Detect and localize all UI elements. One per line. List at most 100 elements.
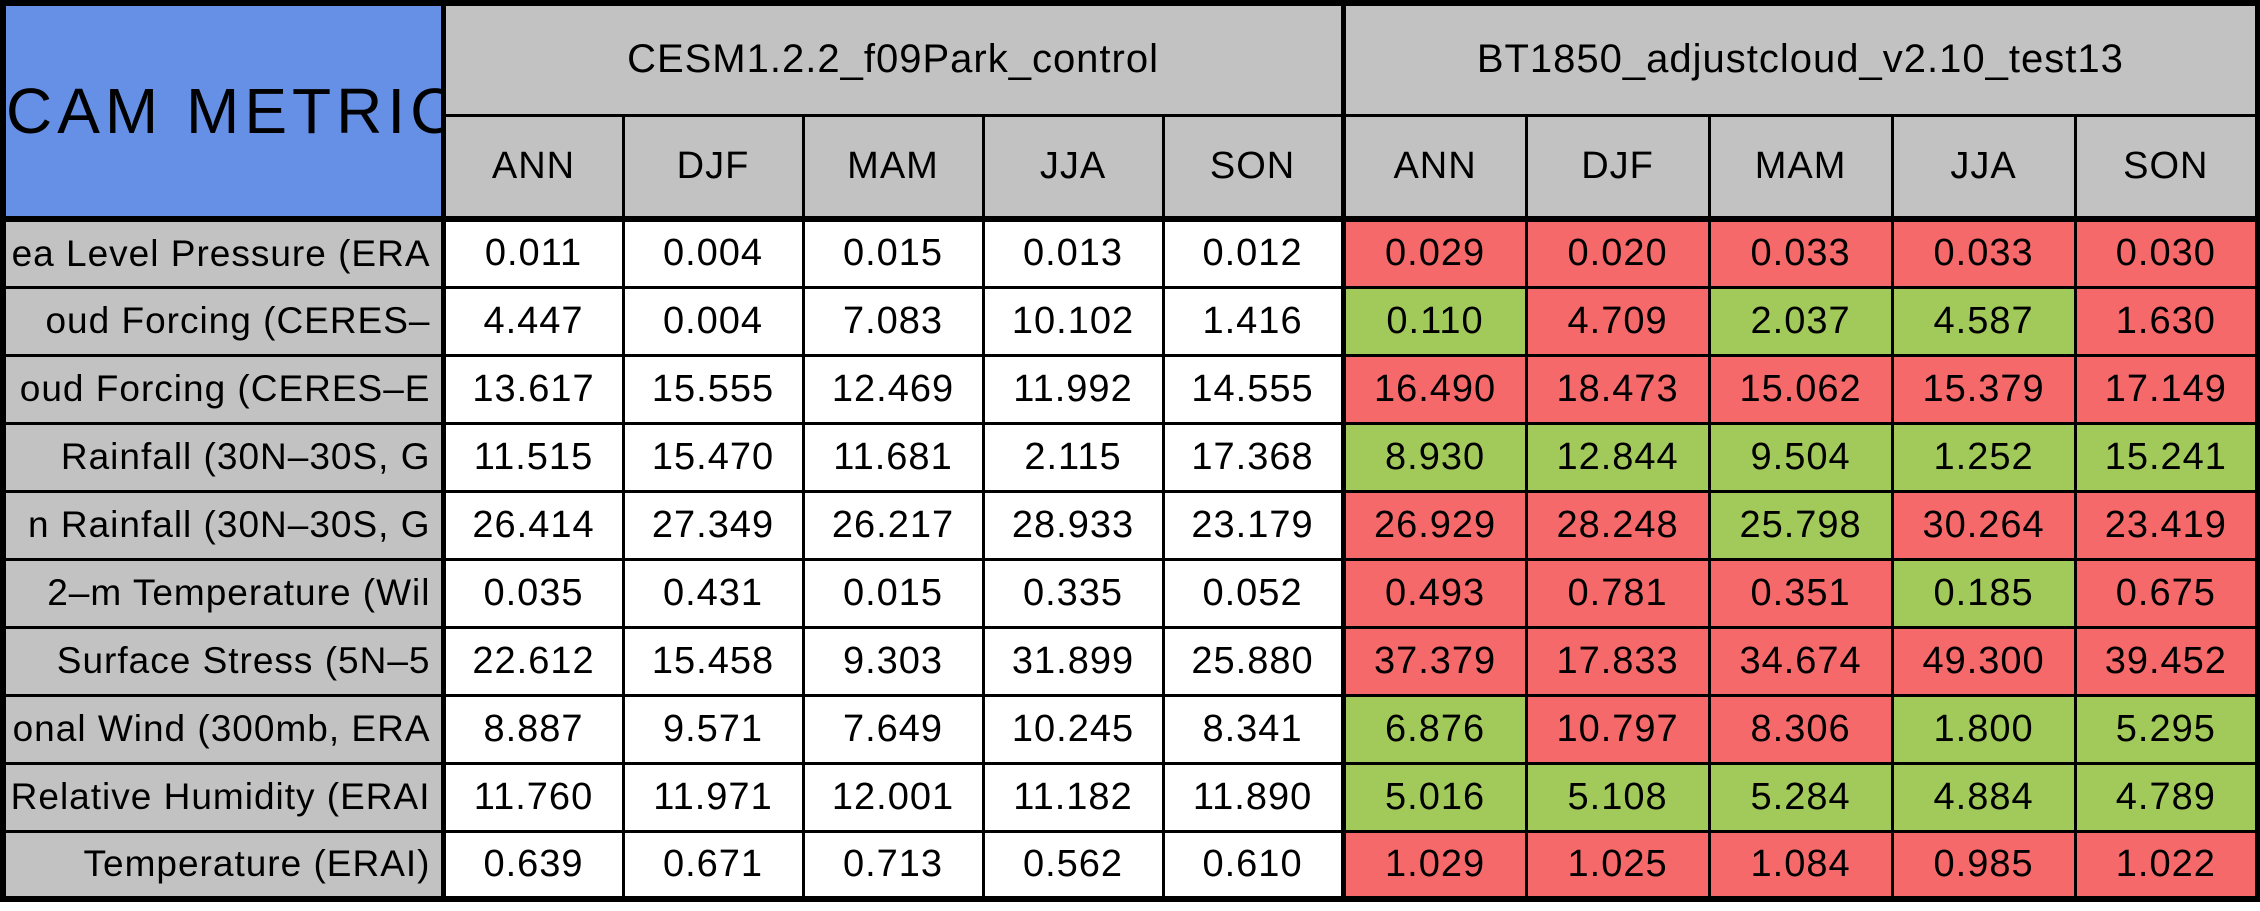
- table-row: Temperature (ERAI) 0.639 0.671 0.713 0.562 0.…: [3, 829, 2260, 901]
- control-value-cell: 10.102: [981, 285, 1165, 357]
- test-value-cell: 8.306: [1707, 693, 1894, 765]
- test-value-cell: 17.833: [1524, 625, 1711, 697]
- test-value-cell: 1.084: [1707, 829, 1894, 901]
- season-header-mam: MAM: [1707, 113, 1894, 222]
- season-header-son: SON: [2073, 113, 2260, 222]
- test-value-cell: 0.029: [1340, 217, 1528, 289]
- test-value-cell: 18.473: [1524, 353, 1711, 425]
- control-value-cell: 0.011: [440, 217, 625, 289]
- control-value-cell: 0.639: [440, 829, 625, 901]
- control-value-cell: 26.414: [440, 489, 625, 561]
- control-value-cell: 11.971: [621, 761, 805, 833]
- control-value-cell: 11.890: [1161, 761, 1345, 833]
- metric-label: Rainfall (30N–30S, G: [3, 421, 446, 493]
- metric-label: n Rainfall (30N–30S, G: [3, 489, 446, 561]
- control-value-cell: 0.015: [801, 217, 985, 289]
- metric-label: oud Forcing (CERES–E: [3, 353, 446, 425]
- season-header-djf: DJF: [1524, 113, 1711, 222]
- metric-label: onal Wind (300mb, ERA: [3, 693, 446, 765]
- test-value-cell: 0.033: [1890, 217, 2077, 289]
- control-value-cell: 0.671: [621, 829, 805, 901]
- control-value-cell: 15.458: [621, 625, 805, 697]
- control-value-cell: 0.052: [1161, 557, 1345, 629]
- control-value-cell: 26.217: [801, 489, 985, 561]
- column-group-test-label: BT1850_adjustcloud_v2.10_test13: [1340, 1, 2260, 117]
- control-value-cell: 0.012: [1161, 217, 1345, 289]
- test-value-cell: 23.419: [2073, 489, 2260, 561]
- season-header-djf: DJF: [621, 113, 805, 222]
- control-value-cell: 0.013: [981, 217, 1165, 289]
- test-value-cell: 25.798: [1707, 489, 1894, 561]
- season-header-son: SON: [1161, 113, 1345, 222]
- test-value-cell: 4.789: [2073, 761, 2260, 833]
- test-value-cell: 1.029: [1340, 829, 1528, 901]
- control-value-cell: 11.681: [801, 421, 985, 493]
- test-value-cell: 8.930: [1340, 421, 1528, 493]
- test-value-cell: 1.630: [2073, 285, 2260, 357]
- control-value-cell: 11.515: [440, 421, 625, 493]
- control-value-cell: 15.555: [621, 353, 805, 425]
- test-value-cell: 0.033: [1707, 217, 1894, 289]
- test-value-cell: 1.800: [1890, 693, 2077, 765]
- test-value-cell: 0.030: [2073, 217, 2260, 289]
- control-value-cell: 12.469: [801, 353, 985, 425]
- control-value-cell: 2.115: [981, 421, 1165, 493]
- season-header-ann: ANN: [440, 113, 625, 222]
- table-row: onal Wind (300mb, ERA 8.887 9.571 7.649 10.2…: [3, 693, 2260, 765]
- control-value-cell: 27.349: [621, 489, 805, 561]
- metric-label: Relative Humidity (ERAI: [3, 761, 446, 833]
- test-value-cell: 28.248: [1524, 489, 1711, 561]
- control-value-cell: 7.083: [801, 285, 985, 357]
- metric-label: Temperature (ERAI): [3, 829, 446, 901]
- table-title: CAM METRICS: [1, 1, 446, 222]
- metric-label: Surface Stress (5N–5: [3, 625, 446, 697]
- control-value-cell: 10.245: [981, 693, 1165, 765]
- control-value-cell: 8.341: [1161, 693, 1345, 765]
- test-value-cell: 37.379: [1340, 625, 1528, 697]
- test-value-cell: 4.884: [1890, 761, 2077, 833]
- test-value-cell: 0.110: [1340, 285, 1528, 357]
- table-row: n Rainfall (30N–30S, G 26.414 27.349 26.217…: [3, 489, 2260, 561]
- test-value-cell: 0.020: [1524, 217, 1711, 289]
- test-value-cell: 6.876: [1340, 693, 1528, 765]
- control-value-cell: 0.562: [981, 829, 1165, 901]
- test-value-cell: 2.037: [1707, 285, 1894, 357]
- test-value-cell: 0.351: [1707, 557, 1894, 629]
- season-header-row: ANN DJF MAM JJA SON ANN DJF MAM JJA SON: [3, 113, 2260, 222]
- control-value-cell: 0.335: [981, 557, 1165, 629]
- control-value-cell: 0.004: [621, 217, 805, 289]
- control-value-cell: 17.368: [1161, 421, 1345, 493]
- control-value-cell: 15.470: [621, 421, 805, 493]
- control-value-cell: 13.617: [440, 353, 625, 425]
- control-value-cell: 0.713: [801, 829, 985, 901]
- test-value-cell: 15.379: [1890, 353, 2077, 425]
- table-row: oud Forcing (CERES–E 13.617 15.555 12.469 11…: [3, 353, 2260, 425]
- test-value-cell: 17.149: [2073, 353, 2260, 425]
- test-value-cell: 1.025: [1524, 829, 1711, 901]
- metric-label: ea Level Pressure (ERA: [3, 217, 446, 289]
- season-header-jja: JJA: [1890, 113, 2077, 222]
- control-value-cell: 22.612: [440, 625, 625, 697]
- test-value-cell: 0.493: [1340, 557, 1528, 629]
- control-value-cell: 8.887: [440, 693, 625, 765]
- test-value-cell: 39.452: [2073, 625, 2260, 697]
- test-value-cell: 0.675: [2073, 557, 2260, 629]
- column-group-control-label: CESM1.2.2_f09Park_control: [440, 1, 1345, 117]
- test-value-cell: 5.108: [1524, 761, 1711, 833]
- test-value-cell: 5.284: [1707, 761, 1894, 833]
- table-row: Relative Humidity (ERAI 11.760 11.971 12.00…: [3, 761, 2260, 833]
- control-value-cell: 11.992: [981, 353, 1165, 425]
- control-value-cell: 12.001: [801, 761, 985, 833]
- column-group-header-row: CAM METRICS CESM1.2.2_f09Park_control BT…: [1, 1, 2260, 222]
- control-value-cell: 9.303: [801, 625, 985, 697]
- test-value-cell: 5.295: [2073, 693, 2260, 765]
- control-value-cell: 1.416: [1161, 285, 1345, 357]
- table-row: Rainfall (30N–30S, G 11.515 15.470 11.681 2.…: [3, 421, 2260, 493]
- season-header-ann: ANN: [1340, 113, 1528, 222]
- test-value-cell: 26.929: [1340, 489, 1528, 561]
- control-value-cell: 4.447: [440, 285, 625, 357]
- test-value-cell: 10.797: [1524, 693, 1711, 765]
- test-value-cell: 0.185: [1890, 557, 2077, 629]
- control-value-cell: 23.179: [1161, 489, 1345, 561]
- control-value-cell: 0.015: [801, 557, 985, 629]
